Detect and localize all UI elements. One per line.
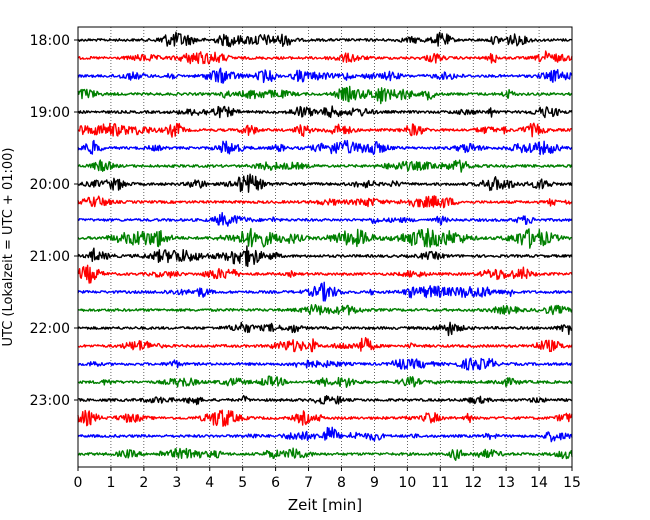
trace-1900 — [77, 105, 573, 119]
x-axis-label: Zeit [min] — [288, 496, 362, 514]
trace-2315 — [77, 409, 573, 427]
seismic-traces — [77, 31, 573, 461]
trace-2145 — [77, 304, 573, 316]
trace-2330 — [77, 426, 573, 443]
trace-1815 — [77, 50, 573, 65]
x-tick-label-9: 9 — [370, 475, 379, 491]
x-tick-label-4: 4 — [205, 475, 214, 491]
x-tick-label-3: 3 — [172, 475, 181, 491]
grid-lines — [110, 27, 540, 467]
x-tick-label-1: 1 — [106, 475, 115, 491]
trace-2130 — [77, 281, 573, 302]
plot-frame — [77, 26, 573, 468]
trace-2015 — [77, 195, 573, 209]
x-tick-label-6: 6 — [271, 475, 280, 491]
trace-1930 — [77, 139, 573, 156]
trace-2200 — [77, 321, 573, 337]
x-tick-label-0: 0 — [74, 475, 83, 491]
trace-2100 — [77, 245, 573, 268]
trace-1845 — [77, 85, 573, 105]
y-tick-label-5: 23:00 — [30, 393, 70, 409]
x-tick-label-12: 12 — [464, 475, 482, 491]
trace-2245 — [77, 375, 573, 388]
trace-2045 — [77, 227, 573, 249]
x-tick-label-15: 15 — [563, 475, 581, 491]
trace-2345 — [77, 447, 573, 461]
x-tick-label-10: 10 — [398, 475, 416, 491]
x-tick-label-2: 2 — [139, 475, 148, 491]
trace-1830 — [77, 67, 573, 84]
trace-2215 — [77, 336, 573, 353]
trace-1800 — [77, 31, 573, 48]
y-tick-label-1: 19:00 — [30, 105, 70, 121]
x-tick-label-8: 8 — [337, 475, 346, 491]
trace-2030 — [77, 212, 573, 227]
x-tick-label-11: 11 — [431, 475, 449, 491]
x-axis-ticks: 0 1 2 3 4 5 6 7 8 9 10 11 12 13 14 15 — [74, 467, 581, 491]
y-tick-label-2: 20:00 — [30, 177, 70, 193]
x-tick-label-7: 7 — [304, 475, 313, 491]
x-tick-label-14: 14 — [530, 475, 548, 491]
y-tick-label-4: 22:00 — [30, 321, 70, 337]
y-tick-label-0: 18:00 — [30, 33, 70, 49]
x-tick-label-5: 5 — [238, 475, 247, 491]
trace-1915 — [77, 122, 573, 138]
y-axis-label: UTC (Lokalzeit = UTC + 01:00) — [1, 148, 16, 347]
x-tick-label-13: 13 — [497, 475, 515, 491]
trace-1945 — [77, 159, 573, 173]
y-tick-label-3: 21:00 — [30, 249, 70, 265]
y-axis-ticks: 18:00 19:00 20:00 21:00 22:00 23:00 — [30, 33, 78, 409]
trace-2230 — [77, 357, 573, 371]
trace-2115 — [77, 264, 573, 284]
trace-2000 — [77, 173, 573, 193]
trace-2300 — [77, 394, 573, 406]
